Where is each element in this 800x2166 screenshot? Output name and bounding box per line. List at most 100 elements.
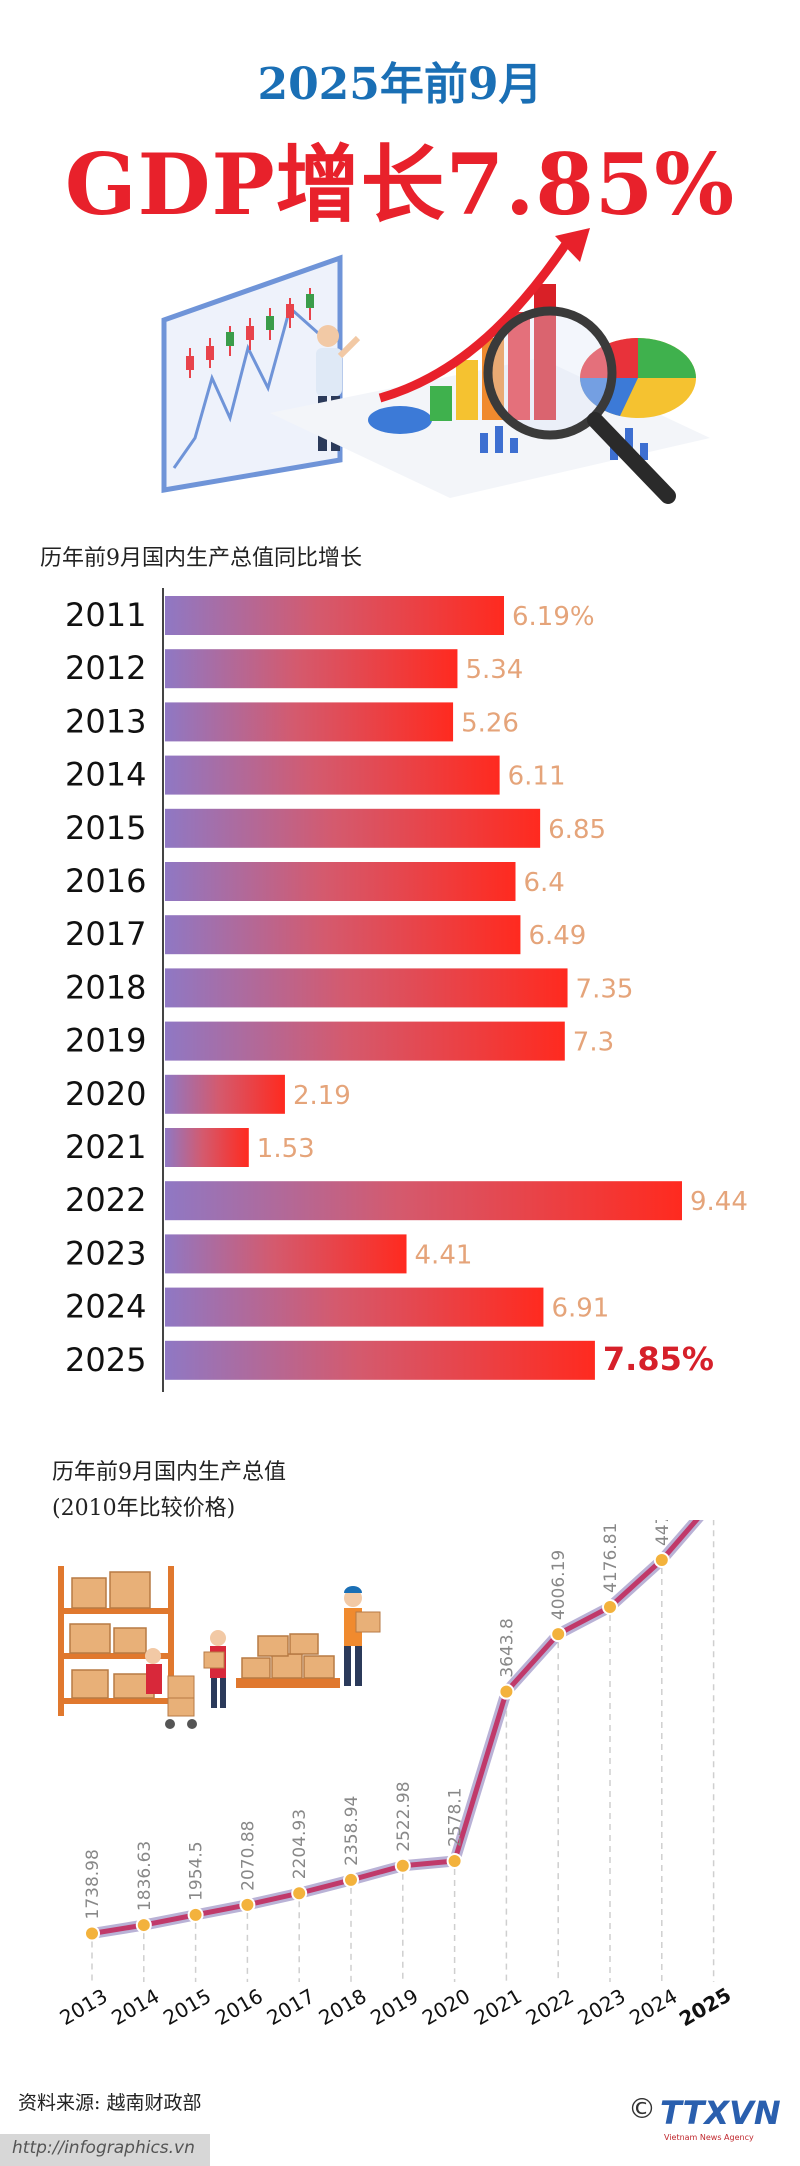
data-value-label: 2070.88 <box>238 1821 258 1891</box>
bar-value-label: 6.19% <box>512 602 595 632</box>
x-tick-label: 2021 <box>470 1984 526 2030</box>
data-point-2020 <box>446 1853 463 1870</box>
bar-value-label: 6.11 <box>508 762 566 792</box>
x-tick-label: 2014 <box>107 1984 163 2030</box>
bar-year-label: 2014 <box>65 756 146 794</box>
bar-2021 <box>165 1128 249 1167</box>
x-tick-label: 2023 <box>573 1984 629 2030</box>
bar-2020 <box>165 1074 285 1114</box>
x-tick-label: 2018 <box>314 1984 370 2030</box>
growth-section-title: 历年前9月国内生产总值同比增长 <box>40 546 362 571</box>
bar-year-label: 2016 <box>65 862 146 900</box>
x-tick-label: 2013 <box>55 1984 111 2030</box>
bar-2012 <box>165 649 458 689</box>
data-value-label: 1738.98 <box>83 1849 103 1919</box>
logo-subtext: Vietnam News Agency <box>664 2133 754 2142</box>
bar-2023 <box>165 1234 407 1274</box>
bar-value-label: 9.44 <box>690 1187 748 1217</box>
chart-board-illustration <box>161 254 343 493</box>
bar-value-label: 6.85 <box>548 815 606 845</box>
bar-year-label: 2015 <box>65 809 146 847</box>
data-value-label: 1836.63 <box>135 1841 155 1911</box>
page-title: GDP增长7.85% <box>64 135 736 234</box>
data-point-2018 <box>343 1871 359 1888</box>
data-point-2023 <box>602 1598 618 1615</box>
data-point-2013 <box>84 1925 100 1942</box>
footer-url-bar <box>0 2134 210 2166</box>
data-value-label: 4006.19 <box>549 1550 569 1620</box>
data-value-label: 1954.5 <box>187 1841 207 1900</box>
bar-year-label: 2017 <box>65 915 146 953</box>
bar-year-label: 2024 <box>65 1288 146 1326</box>
bar-2015 <box>165 808 541 848</box>
bar-year-label: 2023 <box>65 1234 146 1272</box>
bar-year-label: 2012 <box>65 649 146 687</box>
bar-year-label: 2011 <box>65 596 146 634</box>
bar-value-label: 7.85% <box>603 1340 714 1378</box>
x-tick-label: 2019 <box>366 1984 422 2030</box>
magnifying-glass-icon <box>483 306 676 504</box>
data-value-label: 2578.1 <box>446 1788 466 1847</box>
bar-2013 <box>165 702 454 742</box>
data-point-2014 <box>135 1917 152 1934</box>
data-value-label: 2358.94 <box>342 1796 362 1866</box>
subtitle: 2025年前9月 <box>257 59 543 110</box>
footer-url-link[interactable]: http://infographics.vn <box>12 2138 195 2158</box>
bar-2016 <box>165 862 516 901</box>
warehouse-workers-illustration <box>58 1566 381 1729</box>
bar-2017 <box>165 915 521 955</box>
ttxvn-logo: TTXVN Vietnam News Agency <box>660 2094 781 2142</box>
data-point-2024 <box>653 1552 670 1569</box>
growth-arrow-icon <box>378 228 590 403</box>
bar-value-label: 4.41 <box>415 1240 473 1270</box>
bar-year-label: 2019 <box>65 1022 146 1060</box>
data-point-2017 <box>291 1885 308 1902</box>
data-point-2021 <box>498 1683 515 1700</box>
bar-value-label: 1.53 <box>257 1134 315 1164</box>
x-tick-label: 2025 <box>675 1983 735 2032</box>
bar-value-label: 7.3 <box>573 1028 614 1058</box>
x-tick-label: 2020 <box>418 1984 474 2030</box>
worker-carrying-box-illustration <box>203 1630 226 1708</box>
worker-with-cart-illustration <box>145 1648 197 1729</box>
bar-year-label: 2018 <box>65 968 146 1006</box>
bar-2025 <box>165 1340 595 1380</box>
data-point-2022 <box>550 1626 567 1643</box>
bar-value-label: 2.19 <box>293 1081 351 1111</box>
worker-with-box-illustration <box>344 1586 381 1686</box>
bar-year-label: 2022 <box>65 1181 146 1219</box>
bar-2014 <box>165 755 500 795</box>
gdp-section-title-line1: 历年前9月国内生产总值 <box>52 1460 286 1485</box>
x-tick-label: 2016 <box>211 1984 267 2030</box>
bar-year-label: 2021 <box>65 1128 146 1166</box>
bar-value-label: 6.4 <box>524 868 565 898</box>
bar-value-label: 5.26 <box>461 708 519 738</box>
boxes-illustration <box>236 1633 340 1688</box>
bar-value-label: 6.91 <box>551 1294 609 1324</box>
data-value-label: 3643.8 <box>497 1618 517 1677</box>
copyright-symbol: © <box>628 2092 656 2125</box>
x-tick-label: 2015 <box>159 1984 215 2030</box>
data-value-label: 2522.98 <box>394 1781 414 1851</box>
x-tick-label: 2022 <box>522 1984 578 2030</box>
bar-year-label: 2025 <box>65 1341 146 1379</box>
bar-year-label: 2020 <box>65 1075 146 1113</box>
x-tick-label: 2017 <box>263 1984 319 2030</box>
logo-text: TTXVN <box>660 2094 781 2132</box>
gdp-section-title: 历年前9月国内生产总值 (2010年比较价格) <box>52 1455 286 1527</box>
x-tick-label: 2024 <box>625 1984 681 2030</box>
bar-year-label: 2013 <box>65 702 146 740</box>
bar-2022 <box>165 1181 682 1221</box>
data-value-label: 2204.93 <box>290 1809 310 1879</box>
data-point-2019 <box>394 1857 411 1874</box>
data-value-label: 4176.81 <box>601 1523 621 1593</box>
bar-2024 <box>165 1287 544 1327</box>
data-value-label: 4472.22 <box>653 1520 673 1546</box>
gdp-section-subtitle: (2010年比较价格) <box>52 1496 236 1521</box>
bar-2011 <box>165 596 505 635</box>
growth-illustration <box>161 228 710 504</box>
growth-bar-chart: 2011 6.19% 2012 5.34 2013 5.26 2014 6.11 2015 6.8… <box>65 588 748 1392</box>
data-source: 资料来源: 越南财政部 <box>18 2092 202 2114</box>
bar-2018 <box>165 968 568 1008</box>
bar-value-label: 5.34 <box>465 655 523 685</box>
